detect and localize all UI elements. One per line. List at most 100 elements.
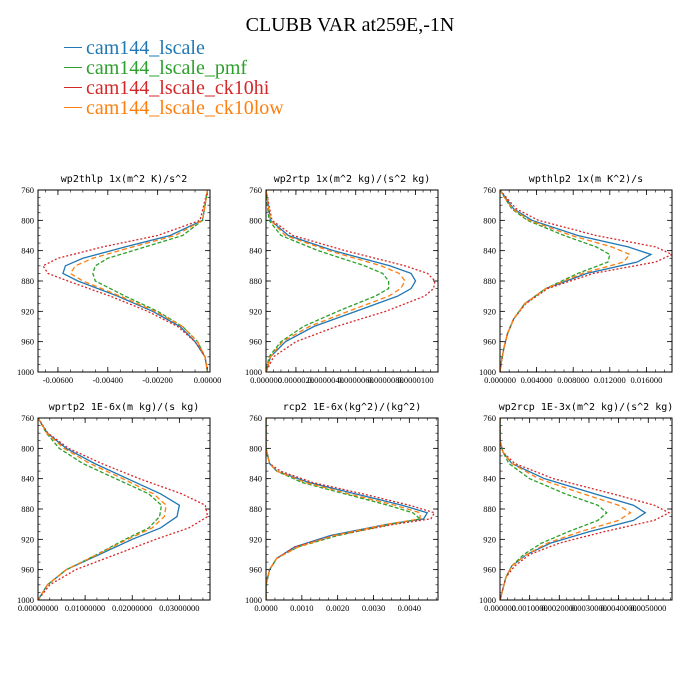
plot-frame: [37, 189, 211, 373]
y-tick-label: 840: [249, 474, 262, 484]
y-tick-label: 920: [483, 534, 496, 544]
series-line-cam144_lscale: [500, 190, 653, 372]
panel-title: wp2rcp 1E-3x(m^2 kg)/(s^2 kg): [499, 402, 674, 413]
x-tick-label: 0.0050000: [630, 603, 666, 613]
panel-1: wp2thlp 1x(m^2 K)/s^2 760 800 840 880 920 960 1…: [17, 174, 221, 385]
x-tick-label: 0.0030: [362, 603, 385, 613]
plot-frame: [499, 189, 673, 373]
y-tick-label: 840: [21, 246, 34, 256]
y-tick-label: 760: [249, 413, 262, 423]
x-tick-label: 0.00000: [194, 375, 222, 385]
x-tick-label: 0.0010000: [512, 603, 548, 613]
plot-frame: [265, 189, 439, 373]
series-line-cam144_lscale_ck10hi: [266, 190, 436, 372]
y-tick-label: 1000: [245, 367, 262, 377]
y-tick-label: 960: [249, 337, 262, 347]
series-line-cam144_lscale_ck10low: [500, 418, 632, 600]
y-tick-label: 880: [21, 504, 34, 514]
legend-swatch: [64, 46, 82, 48]
y-tick-label: 920: [249, 306, 262, 316]
y-tick-label: 960: [21, 565, 34, 575]
y-tick-label: 840: [249, 246, 262, 256]
figure-title: CLUBB VAR at259E,-1N: [245, 14, 455, 36]
x-tick-label: 0.000000: [484, 375, 516, 385]
x-tick-label: 0.0040: [398, 603, 421, 613]
series-line-cam144_lscale_ck10hi: [500, 418, 671, 600]
x-tick-label: 0.0000040: [308, 375, 344, 385]
plot-frame: [499, 417, 673, 601]
y-tick-label: 800: [249, 443, 262, 453]
x-tick-label: 0.004000: [521, 375, 553, 385]
x-tick-label: 0.000000: [250, 375, 282, 385]
series-line-cam144_lscale_ck10hi: [500, 190, 672, 372]
panel-2: wp2rtp 1x(m^2 kg)/(s^2 kg) 760 800 840 880 92…: [245, 174, 439, 385]
legend-entry-ck10hi: cam144_lscale_ck10hi: [64, 78, 284, 98]
x-tick-label: 0.03000000: [159, 603, 199, 613]
y-tick-label: 920: [483, 306, 496, 316]
y-tick-label: 840: [483, 246, 496, 256]
y-tick-label: 880: [249, 276, 262, 286]
x-tick-label: 0.0020000: [541, 603, 577, 613]
series-line-cam144_lscale_ck10hi: [38, 418, 209, 600]
series-line-cam144_lscale_pmf: [266, 190, 390, 372]
x-tick-label: 0.02000000: [112, 603, 152, 613]
y-tick-label: 920: [21, 306, 34, 316]
y-tick-label: 800: [21, 215, 34, 225]
legend-label: cam144_lscale_ck10low: [86, 97, 284, 119]
y-tick-label: 760: [249, 185, 262, 195]
panel-6: wp2rcp 1E-3x(m^2 kg)/(s^2 kg)760 800 840 88…: [479, 402, 673, 613]
series-group: [266, 190, 436, 372]
x-tick-label: -0.00600: [43, 375, 73, 385]
legend-swatch: [64, 86, 82, 88]
legend-label: cam144_lscale: [86, 37, 205, 59]
legend-label: cam144_lscale_pmf: [86, 57, 248, 79]
y-tick-label: 800: [249, 215, 262, 225]
legend-label: cam144_lscale_ck10hi: [86, 77, 270, 99]
series-line-cam144_lscale_ck10low: [266, 190, 406, 372]
legend-entry-ck10low: cam144_lscale_ck10low: [64, 98, 284, 118]
series-line-cam144_lscale_pmf: [92, 190, 209, 372]
series-line-cam144_lscale_ck10low: [500, 190, 631, 372]
panel-3: wpthlp2 1x(m K^2)/s 760 800 840 880 920 960 100…: [479, 174, 673, 385]
panel-title: wp2rtp 1x(m^2 kg)/(s^2 kg): [274, 174, 431, 185]
y-tick-label: 880: [483, 276, 496, 286]
x-tick-label: 0.0020: [326, 603, 349, 613]
series-line-cam144_lscale_ck10low: [266, 418, 421, 600]
x-tick-label: 0.016000: [630, 375, 662, 385]
x-tick-label: 0.000000: [484, 603, 516, 613]
x-tick-label: 0.01000000: [65, 603, 105, 613]
panel-title: wp2thlp 1x(m^2 K)/s^2: [61, 174, 187, 185]
x-tick-label: 0.0000060: [338, 375, 374, 385]
legend-swatch: [64, 66, 82, 68]
y-tick-label: 960: [483, 565, 496, 575]
x-tick-label: 0.012000: [594, 375, 626, 385]
x-tick-label: 0.0000080: [368, 375, 404, 385]
y-tick-label: 1000: [479, 367, 496, 377]
y-tick-label: 920: [249, 534, 262, 544]
y-tick-label: 1000: [245, 595, 262, 605]
legend: cam144_lscale cam144_lscale_pmf cam144_l…: [64, 38, 284, 118]
series-line-cam144_lscale_pmf: [500, 418, 608, 600]
y-tick-label: 840: [483, 474, 496, 484]
plot-frame: [265, 417, 439, 601]
y-tick-label: 960: [483, 337, 496, 347]
panel-title: rcp2 1E-6x(kg^2)/(kg^2): [283, 402, 421, 413]
series-line-cam144_lscale_ck10hi: [42, 190, 209, 372]
x-tick-label: -0.00200: [142, 375, 172, 385]
y-tick-label: 760: [21, 185, 34, 195]
series-line-cam144_lscale_pmf: [266, 418, 422, 600]
plot-frame: [37, 417, 211, 601]
series-group: [500, 190, 672, 372]
y-tick-label: 880: [483, 504, 496, 514]
x-tick-label: 0.0000: [254, 603, 277, 613]
y-tick-label: 1000: [17, 595, 34, 605]
x-tick-label: 0.0040000: [601, 603, 637, 613]
x-tick-label: 0.0000100: [398, 375, 434, 385]
series-line-cam144_lscale_pmf: [500, 190, 611, 372]
y-tick-label: 960: [249, 565, 262, 575]
y-tick-label: 800: [483, 215, 496, 225]
y-tick-label: 920: [21, 534, 34, 544]
panel-title: wpthlp2 1x(m K^2)/s: [529, 174, 643, 185]
y-tick-label: 760: [21, 413, 34, 423]
